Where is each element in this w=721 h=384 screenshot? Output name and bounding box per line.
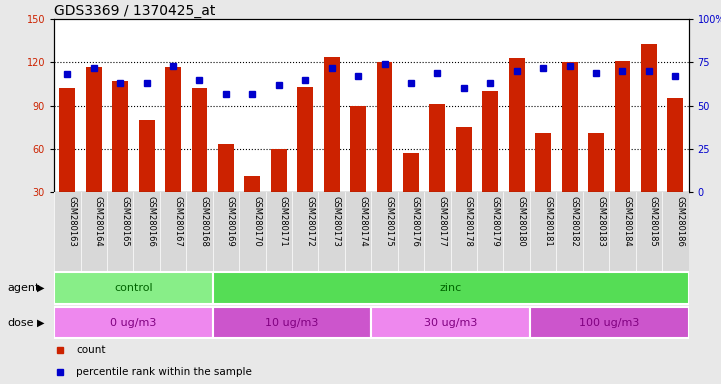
Text: GSM280168: GSM280168 <box>200 196 208 247</box>
Bar <box>668 98 684 192</box>
Bar <box>482 91 498 192</box>
Bar <box>213 307 371 338</box>
Text: GSM280180: GSM280180 <box>517 196 526 247</box>
Bar <box>324 57 340 192</box>
Text: GSM280169: GSM280169 <box>226 196 235 247</box>
Text: GDS3369 / 1370425_at: GDS3369 / 1370425_at <box>54 4 216 18</box>
Text: GSM280165: GSM280165 <box>120 196 129 247</box>
Bar <box>192 88 208 192</box>
Text: GSM280186: GSM280186 <box>676 196 684 247</box>
Text: count: count <box>76 345 106 355</box>
Text: GSM280183: GSM280183 <box>596 196 605 247</box>
Text: GSM280166: GSM280166 <box>146 196 156 247</box>
Bar <box>244 176 260 192</box>
Bar <box>297 87 313 192</box>
Bar <box>54 273 213 303</box>
Text: GSM280182: GSM280182 <box>570 196 578 247</box>
Text: GSM280172: GSM280172 <box>305 196 314 247</box>
Bar <box>350 106 366 192</box>
Text: 100 ug/m3: 100 ug/m3 <box>579 318 640 328</box>
Bar <box>641 44 657 192</box>
Bar <box>430 104 446 192</box>
Text: GSM280170: GSM280170 <box>252 196 261 247</box>
Bar <box>165 67 181 192</box>
Text: GSM280184: GSM280184 <box>622 196 632 247</box>
Text: GSM280174: GSM280174 <box>358 196 367 247</box>
Bar <box>588 133 604 192</box>
Text: dose: dose <box>7 318 34 328</box>
Bar <box>535 133 551 192</box>
Text: GSM280179: GSM280179 <box>490 196 499 247</box>
Bar <box>138 120 154 192</box>
Text: GSM280185: GSM280185 <box>649 196 658 247</box>
Text: 0 ug/m3: 0 ug/m3 <box>110 318 156 328</box>
Text: agent: agent <box>7 283 40 293</box>
Bar <box>59 88 75 192</box>
Text: GSM280167: GSM280167 <box>173 196 182 247</box>
Bar <box>403 153 419 192</box>
Text: GSM280178: GSM280178 <box>464 196 473 247</box>
Text: ▶: ▶ <box>37 283 45 293</box>
Text: GSM280171: GSM280171 <box>279 196 288 247</box>
Bar <box>271 149 287 192</box>
Bar <box>614 61 630 192</box>
Bar <box>530 307 689 338</box>
Bar <box>371 307 530 338</box>
Text: GSM280163: GSM280163 <box>67 196 76 247</box>
Text: GSM280177: GSM280177 <box>438 196 446 247</box>
Bar <box>562 63 578 192</box>
Bar <box>86 67 102 192</box>
Text: percentile rank within the sample: percentile rank within the sample <box>76 367 252 377</box>
Bar <box>54 307 213 338</box>
Text: control: control <box>114 283 153 293</box>
Bar <box>456 127 472 192</box>
Text: GSM280175: GSM280175 <box>384 196 394 247</box>
Text: GSM280164: GSM280164 <box>94 196 102 247</box>
Text: ▶: ▶ <box>37 318 45 328</box>
Bar <box>218 144 234 192</box>
Bar <box>213 273 689 303</box>
Text: GSM280176: GSM280176 <box>411 196 420 247</box>
Bar <box>376 63 392 192</box>
Text: 30 ug/m3: 30 ug/m3 <box>424 318 477 328</box>
Text: 10 ug/m3: 10 ug/m3 <box>265 318 319 328</box>
Text: GSM280181: GSM280181 <box>543 196 552 247</box>
Bar <box>112 81 128 192</box>
Text: GSM280173: GSM280173 <box>332 196 340 247</box>
Bar <box>509 58 525 192</box>
Text: zinc: zinc <box>440 283 461 293</box>
